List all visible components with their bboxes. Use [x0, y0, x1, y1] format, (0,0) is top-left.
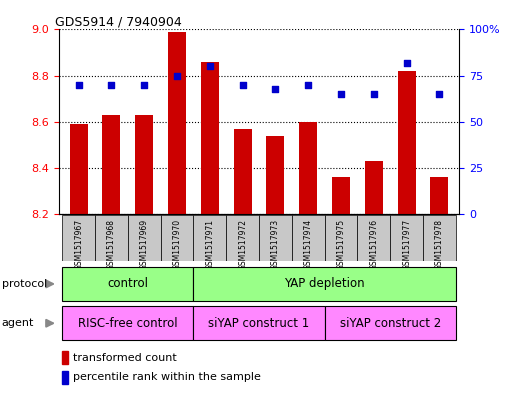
Text: transformed count: transformed count: [73, 353, 177, 362]
FancyBboxPatch shape: [325, 307, 456, 340]
Bar: [168, 32, 186, 214]
Text: protocol: protocol: [2, 279, 47, 289]
FancyBboxPatch shape: [62, 267, 193, 301]
Bar: [299, 122, 317, 214]
FancyBboxPatch shape: [325, 215, 358, 261]
Point: [107, 82, 115, 88]
Text: GSM1517973: GSM1517973: [271, 219, 280, 270]
Bar: [332, 177, 350, 214]
Point: [140, 82, 148, 88]
Bar: [233, 129, 252, 214]
Text: GSM1517968: GSM1517968: [107, 219, 116, 270]
Text: GSM1517971: GSM1517971: [205, 219, 214, 270]
FancyBboxPatch shape: [193, 215, 226, 261]
FancyBboxPatch shape: [128, 215, 161, 261]
Bar: [70, 124, 88, 214]
FancyBboxPatch shape: [193, 267, 456, 301]
FancyBboxPatch shape: [259, 215, 292, 261]
FancyBboxPatch shape: [95, 215, 128, 261]
Text: RISC-free control: RISC-free control: [78, 317, 177, 330]
Point: [337, 91, 345, 97]
Bar: [62, 371, 68, 384]
FancyBboxPatch shape: [358, 215, 390, 261]
Point: [370, 91, 378, 97]
Point: [304, 82, 312, 88]
Bar: [398, 71, 416, 214]
Bar: [430, 177, 448, 214]
Point: [173, 72, 181, 79]
FancyBboxPatch shape: [390, 215, 423, 261]
Text: GSM1517969: GSM1517969: [140, 219, 149, 270]
FancyBboxPatch shape: [292, 215, 325, 261]
Text: siYAP construct 1: siYAP construct 1: [208, 317, 310, 330]
Text: agent: agent: [2, 318, 34, 328]
Text: siYAP construct 2: siYAP construct 2: [340, 317, 441, 330]
Text: GSM1517976: GSM1517976: [369, 219, 379, 270]
Text: GSM1517974: GSM1517974: [304, 219, 313, 270]
Text: GSM1517967: GSM1517967: [74, 219, 83, 270]
FancyBboxPatch shape: [193, 307, 325, 340]
Point: [403, 60, 411, 66]
FancyBboxPatch shape: [62, 215, 95, 261]
FancyBboxPatch shape: [423, 215, 456, 261]
Text: GSM1517970: GSM1517970: [172, 219, 182, 270]
Point: [436, 91, 444, 97]
FancyBboxPatch shape: [62, 307, 193, 340]
Point: [74, 82, 83, 88]
Bar: [266, 136, 285, 214]
Bar: [103, 115, 121, 214]
Point: [239, 82, 247, 88]
Text: percentile rank within the sample: percentile rank within the sample: [73, 373, 261, 382]
Text: GSM1517972: GSM1517972: [238, 219, 247, 270]
Text: control: control: [107, 277, 148, 290]
Bar: [62, 351, 68, 364]
Text: GDS5914 / 7940904: GDS5914 / 7940904: [55, 15, 182, 28]
Bar: [201, 62, 219, 214]
FancyBboxPatch shape: [226, 215, 259, 261]
Text: YAP depletion: YAP depletion: [284, 277, 365, 290]
Bar: [135, 115, 153, 214]
Text: GSM1517975: GSM1517975: [337, 219, 346, 270]
FancyBboxPatch shape: [161, 215, 193, 261]
Text: GSM1517978: GSM1517978: [435, 219, 444, 270]
Point: [206, 63, 214, 70]
Text: GSM1517977: GSM1517977: [402, 219, 411, 270]
Bar: [365, 161, 383, 214]
Point: [271, 85, 280, 92]
